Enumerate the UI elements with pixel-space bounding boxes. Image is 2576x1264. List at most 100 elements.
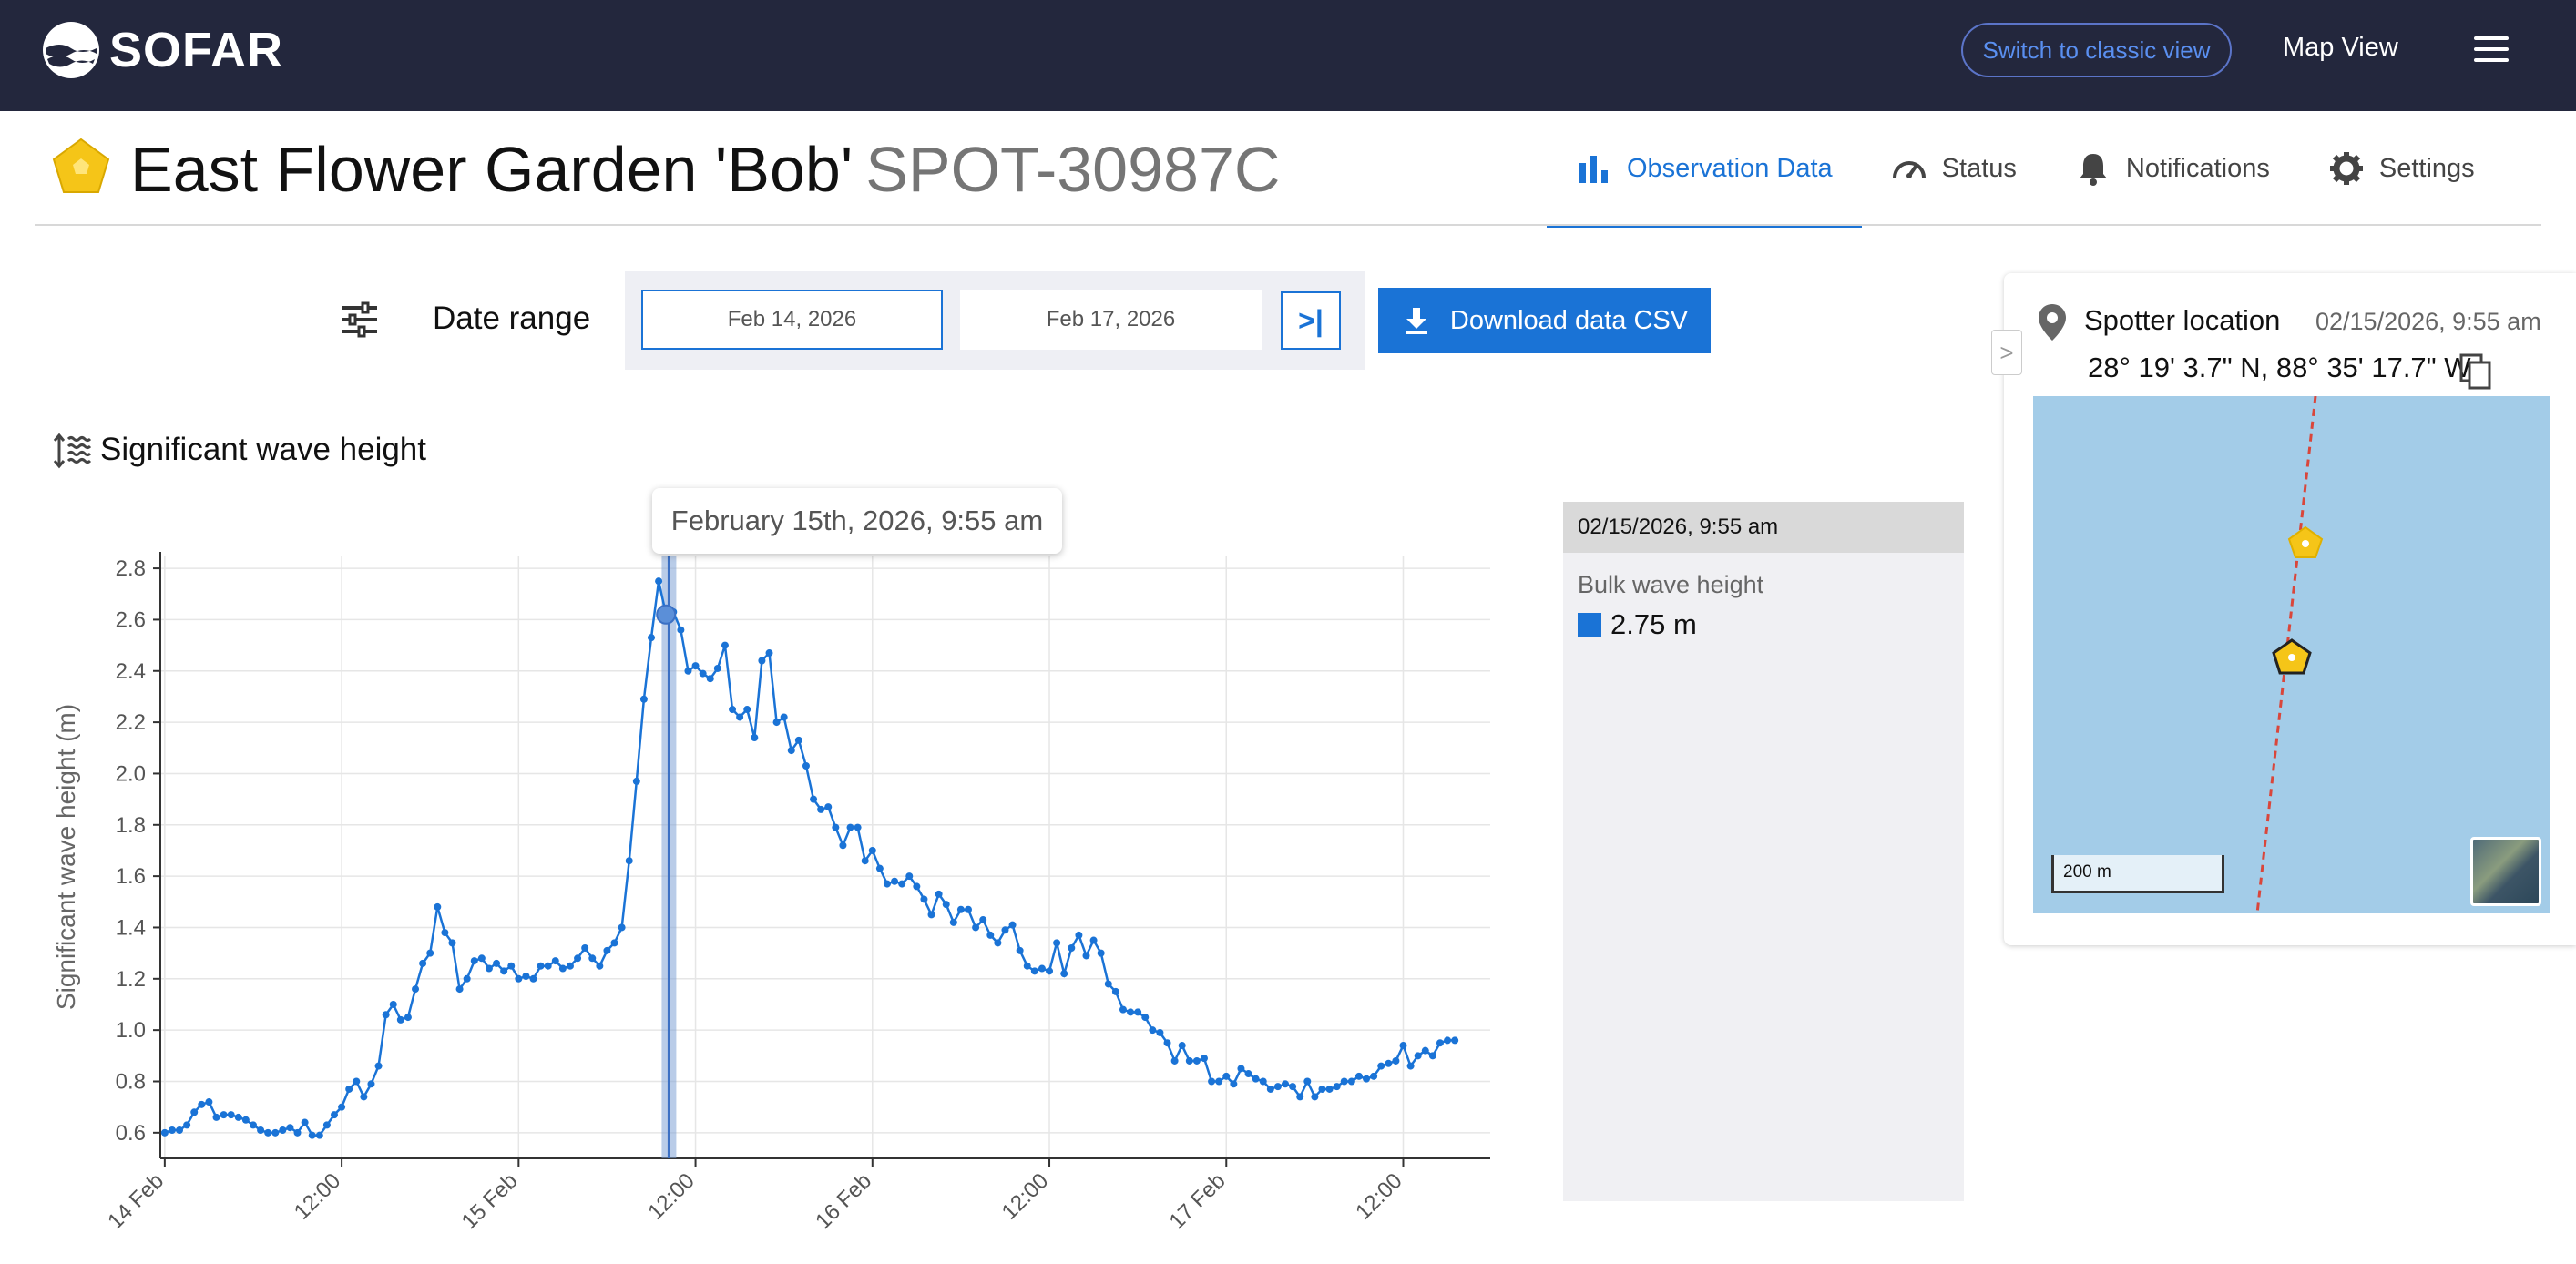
data-point[interactable] [684,667,692,675]
data-point[interactable] [500,967,508,975]
data-point[interactable] [861,857,869,865]
data-point[interactable] [979,916,987,924]
data-point[interactable] [234,1113,242,1121]
data-point[interactable] [632,777,640,785]
data-point[interactable] [1252,1075,1260,1083]
data-point[interactable] [176,1126,184,1135]
data-point[interactable] [249,1121,257,1129]
data-point[interactable] [1296,1093,1304,1101]
data-point[interactable] [1163,1039,1171,1047]
data-point[interactable] [1282,1080,1290,1088]
data-point[interactable] [322,1121,331,1129]
data-point[interactable] [1385,1059,1393,1067]
previous-position-marker[interactable] [2287,525,2324,558]
tab-settings[interactable]: Settings [2299,111,2504,226]
data-point[interactable] [1111,987,1119,995]
data-point[interactable] [794,736,802,744]
data-point[interactable] [293,1128,302,1137]
data-point[interactable] [1244,1070,1252,1078]
data-point[interactable] [802,761,810,770]
data-point[interactable] [1053,939,1061,947]
data-point[interactable] [507,962,516,970]
data-point[interactable] [810,795,818,803]
data-point[interactable] [1068,944,1076,953]
data-point[interactable] [160,1128,169,1137]
data-point[interactable] [441,929,449,937]
data-point[interactable] [1008,921,1017,929]
data-point[interactable] [780,713,788,721]
data-point[interactable] [596,962,604,970]
data-point[interactable] [485,964,493,973]
data-point[interactable] [787,747,795,755]
data-point[interactable] [765,649,773,657]
data-point[interactable] [1127,1008,1135,1016]
data-point[interactable] [1311,1093,1319,1101]
data-point[interactable] [382,1011,390,1019]
data-point[interactable] [1016,946,1024,954]
data-point[interactable] [374,1062,383,1070]
data-point[interactable] [1318,1085,1326,1093]
data-point[interactable] [1156,1028,1164,1036]
data-point[interactable] [729,706,737,714]
data-point[interactable] [1089,936,1098,944]
data-point[interactable] [1354,1072,1363,1080]
data-point[interactable] [772,719,781,727]
data-point[interactable] [537,962,545,970]
map-view-link[interactable]: Map View [2283,33,2398,62]
data-point[interactable] [345,1085,353,1093]
data-point[interactable] [677,626,685,634]
data-point[interactable] [1119,1005,1127,1014]
data-point[interactable] [736,713,744,721]
data-point[interactable] [1363,1075,1371,1083]
data-point[interactable] [544,962,552,970]
data-point[interactable] [1406,1062,1415,1070]
data-point[interactable] [558,964,567,973]
data-point[interactable] [986,931,995,939]
data-point[interactable] [412,985,420,994]
data-point[interactable] [581,944,589,953]
collapse-panel-button[interactable]: > [1991,330,2022,375]
switch-classic-view-button[interactable]: Switch to classic view [1961,23,2232,77]
data-point[interactable] [279,1126,287,1135]
data-point[interactable] [832,823,840,831]
data-point[interactable] [551,957,559,965]
data-point[interactable] [1038,964,1046,973]
data-point[interactable] [1075,931,1083,939]
data-point[interactable] [367,1080,375,1088]
data-point[interactable] [515,974,523,983]
data-point[interactable] [639,695,648,703]
data-point[interactable] [1060,970,1068,978]
data-point[interactable] [529,974,537,983]
data-point[interactable] [477,954,486,963]
data-point[interactable] [751,734,759,742]
tab-status[interactable]: Status [1862,111,2046,226]
data-point[interactable] [1149,1026,1157,1035]
data-point[interactable] [648,634,656,642]
data-point[interactable] [1023,962,1031,970]
data-point[interactable] [493,959,501,967]
data-point[interactable] [315,1131,323,1139]
data-point[interactable] [1030,967,1038,975]
data-point[interactable] [1392,1056,1400,1065]
download-csv-button[interactable]: Download data CSV [1378,288,1711,353]
data-point[interactable] [227,1111,235,1119]
data-point[interactable] [927,911,935,919]
data-point[interactable] [898,880,906,888]
data-point[interactable] [713,664,721,672]
data-point[interactable] [839,841,847,850]
from-date-input[interactable]: Feb 14, 2026 [641,290,943,350]
data-point[interactable] [706,675,714,683]
data-point[interactable] [522,972,530,980]
data-point[interactable] [1222,1072,1231,1080]
sofar-logo[interactable]: SOFAR [42,18,283,82]
data-point[interactable] [470,957,478,965]
data-point[interactable] [1414,1052,1422,1060]
data-point[interactable] [1325,1085,1334,1093]
data-point[interactable] [1303,1077,1312,1086]
data-point[interactable] [1377,1062,1385,1070]
data-point[interactable] [286,1124,294,1132]
hamburger-menu-icon[interactable] [2474,36,2509,64]
data-point[interactable] [220,1111,228,1119]
filter-sliders-icon[interactable] [341,301,379,339]
data-point[interactable] [994,939,1002,947]
